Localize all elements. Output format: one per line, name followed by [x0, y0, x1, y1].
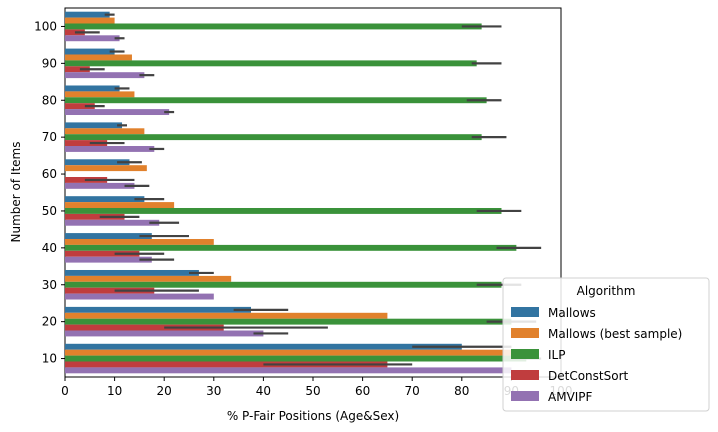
bar-mallows-best-sample--70 — [65, 128, 145, 135]
bar-mallows-80 — [65, 85, 120, 92]
bar-amvipf-70 — [65, 146, 155, 152]
bar-mallows-10 — [65, 343, 462, 350]
x-tick-label: 80 — [454, 384, 469, 398]
bar-ilp-30 — [65, 281, 502, 288]
legend-swatch — [511, 370, 539, 380]
bar-mallows-best-sample--100 — [65, 17, 115, 24]
bar-mallows-50 — [65, 196, 145, 203]
bar-mallows-best-sample--60 — [65, 165, 147, 172]
bar-mallows-70 — [65, 122, 123, 129]
bar-amvipf-50 — [65, 219, 160, 226]
axes: 0102030405060708090100100908070605040302… — [34, 19, 572, 398]
bar-mallows-60 — [65, 159, 130, 166]
legend-box — [502, 277, 710, 412]
legend-title: Algorithm — [577, 284, 636, 298]
x-tick-label: 0 — [61, 384, 69, 398]
legend-entry: Mallows — [548, 306, 596, 320]
legend-entry: DetConstSort — [548, 369, 629, 383]
bar-detconstsort-10 — [65, 361, 388, 368]
bar-mallows-40 — [65, 233, 152, 239]
bar-mallows-best-sample--10 — [65, 349, 537, 356]
legend: Algorithm Mallows Mallows (best sample) ILP… — [502, 277, 710, 412]
bar-mallows-best-sample--40 — [65, 238, 214, 245]
legend-swatch — [511, 349, 539, 359]
bar-amvipf-10 — [65, 367, 512, 374]
bar-detconstsort-80 — [65, 103, 95, 110]
legend-entry: AMVIPF — [548, 390, 593, 404]
bar-ilp-50 — [65, 207, 502, 214]
y-tick-label: 20 — [42, 315, 57, 329]
bar-ilp-80 — [65, 97, 487, 104]
bar-amvipf-60 — [65, 182, 135, 189]
x-tick-label: 50 — [305, 384, 320, 398]
bar-amvipf-40 — [65, 256, 152, 263]
x-tick-label: 30 — [206, 384, 221, 398]
y-tick-label: 100 — [34, 19, 57, 33]
bar-mallows-best-sample--90 — [65, 54, 132, 61]
bar-amvipf-100 — [65, 35, 120, 42]
bar-ilp-10 — [65, 355, 527, 362]
bar-mallows-90 — [65, 48, 115, 55]
y-axis-label: Number of Items — [9, 142, 23, 243]
bar-amvipf-90 — [65, 72, 145, 79]
bar-detconstsort-30 — [65, 287, 155, 294]
y-tick-label: 40 — [42, 241, 57, 255]
bar-ilp-20 — [65, 318, 512, 325]
bar-mallows-30 — [65, 269, 199, 276]
bar-mallows-best-sample--30 — [65, 275, 232, 282]
bar-amvipf-30 — [65, 293, 214, 300]
bar-ilp-70 — [65, 134, 482, 141]
bar-amvipf-20 — [65, 330, 264, 337]
bar-mallows-100 — [65, 11, 110, 18]
bar-mallows-best-sample--20 — [65, 312, 388, 319]
legend-swatch — [511, 307, 539, 317]
x-tick-label: 20 — [157, 384, 172, 398]
y-tick-label: 30 — [42, 278, 57, 292]
bar-mallows-best-sample--80 — [65, 91, 135, 98]
x-axis-label: % P-Fair Positions (Age&Sex) — [227, 409, 399, 423]
y-tick-label: 80 — [42, 93, 57, 107]
legend-swatch — [511, 391, 539, 401]
bar-group — [65, 11, 537, 374]
y-tick-label: 70 — [42, 130, 57, 144]
bar-amvipf-80 — [65, 109, 170, 116]
bar-detconstsort-90 — [65, 66, 90, 73]
y-tick-label: 90 — [42, 56, 57, 70]
bar-detconstsort-70 — [65, 140, 108, 147]
y-tick-label: 50 — [42, 204, 57, 218]
y-tick-label: 60 — [42, 167, 57, 181]
x-tick-label: 10 — [107, 384, 122, 398]
x-tick-label: 60 — [355, 384, 370, 398]
bar-ilp-40 — [65, 244, 517, 251]
x-tick-label: 40 — [256, 384, 271, 398]
bar-detconstsort-20 — [65, 324, 224, 331]
bar-detconstsort-50 — [65, 213, 125, 220]
bar-ilp-90 — [65, 60, 477, 67]
bar-mallows-best-sample--50 — [65, 202, 175, 208]
legend-swatch — [511, 328, 539, 338]
bar-mallows-20 — [65, 306, 251, 313]
legend-entry: ILP — [548, 348, 565, 362]
bar-ilp-100 — [65, 23, 482, 30]
bar-detconstsort-40 — [65, 250, 140, 257]
legend-entry: Mallows (best sample) — [548, 327, 682, 341]
x-tick-label: 70 — [405, 384, 420, 398]
y-tick-label: 10 — [42, 352, 57, 366]
